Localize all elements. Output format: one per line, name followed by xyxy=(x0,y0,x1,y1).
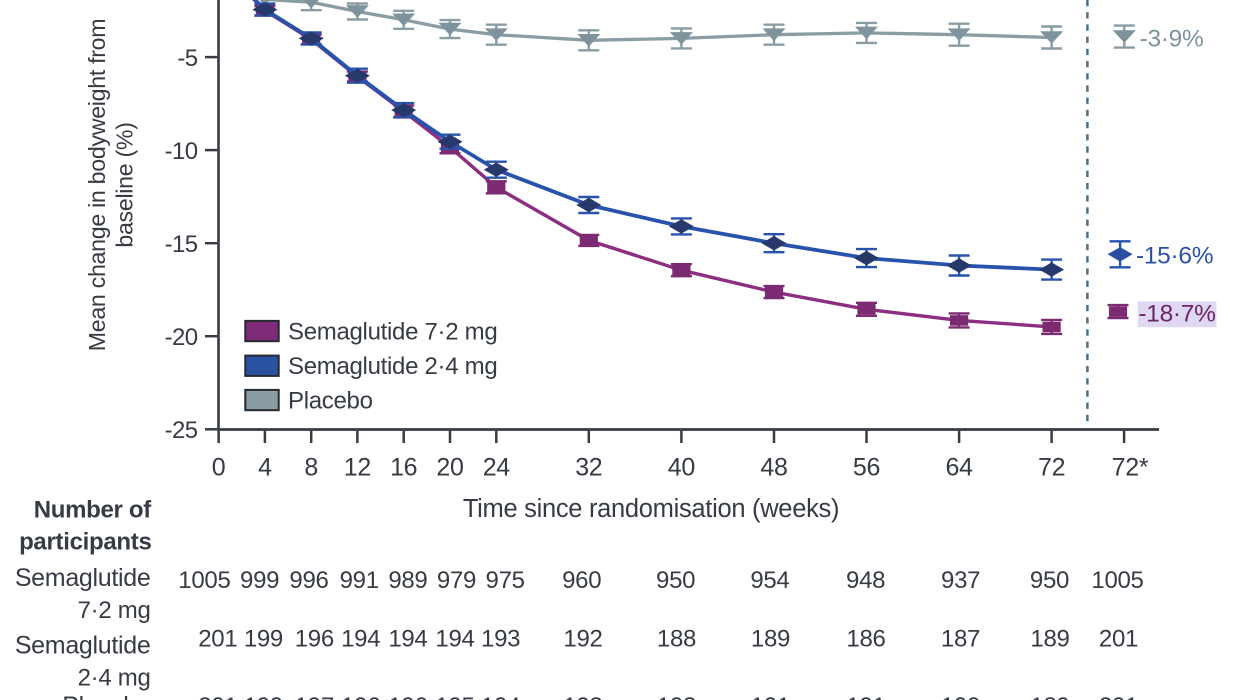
svg-text:72*: 72* xyxy=(1112,454,1149,482)
svg-text:201: 201 xyxy=(198,693,237,700)
svg-text:191: 191 xyxy=(846,693,885,700)
svg-text:186: 186 xyxy=(846,626,885,653)
svg-text:-5: -5 xyxy=(177,45,197,72)
svg-text:1005: 1005 xyxy=(1091,567,1143,594)
svg-text:193: 193 xyxy=(657,693,696,700)
svg-text:2·4 mg: 2·4 mg xyxy=(78,665,151,692)
svg-text:989: 989 xyxy=(388,567,427,594)
svg-text:Time since randomisation (week: Time since randomisation (weeks) xyxy=(463,495,839,523)
svg-text:72: 72 xyxy=(1038,454,1065,482)
svg-text:201: 201 xyxy=(1099,626,1138,653)
svg-text:1005: 1005 xyxy=(178,567,230,594)
svg-text:199: 199 xyxy=(244,626,283,653)
svg-text:24: 24 xyxy=(483,454,511,482)
svg-text:950: 950 xyxy=(1030,567,1069,594)
svg-text:199: 199 xyxy=(244,693,283,700)
svg-text:193: 193 xyxy=(481,626,520,653)
svg-text:56: 56 xyxy=(853,454,880,482)
svg-text:201: 201 xyxy=(1099,693,1138,700)
svg-text:191: 191 xyxy=(751,693,790,700)
svg-text:16: 16 xyxy=(390,454,417,482)
svg-text:48: 48 xyxy=(760,454,787,482)
svg-text:192: 192 xyxy=(563,626,602,653)
svg-text:Semaglutide: Semaglutide xyxy=(15,632,151,660)
svg-text:-20: -20 xyxy=(165,324,198,351)
svg-text:-3·9%: -3·9% xyxy=(1140,26,1204,53)
svg-text:7·2 mg: 7·2 mg xyxy=(78,597,151,624)
svg-text:Semaglutide 2·4 mg: Semaglutide 2·4 mg xyxy=(288,353,497,380)
svg-text:948: 948 xyxy=(846,567,885,594)
svg-text:12: 12 xyxy=(344,454,371,482)
svg-text:960: 960 xyxy=(562,567,601,594)
svg-text:996: 996 xyxy=(289,567,328,594)
svg-text:194: 194 xyxy=(435,626,474,653)
svg-text:196: 196 xyxy=(341,693,380,700)
svg-text:participants: participants xyxy=(19,529,151,556)
svg-text:195: 195 xyxy=(435,693,474,700)
svg-text:189: 189 xyxy=(1030,626,1069,653)
svg-text:197: 197 xyxy=(295,693,334,700)
svg-text:201: 201 xyxy=(198,626,237,653)
svg-text:196: 196 xyxy=(295,626,334,653)
svg-text:189: 189 xyxy=(1030,693,1069,700)
svg-text:Mean change in bodyweight from: Mean change in bodyweight from xyxy=(84,19,110,352)
svg-text:975: 975 xyxy=(486,567,525,594)
svg-text:0: 0 xyxy=(212,454,226,482)
svg-text:194: 194 xyxy=(341,626,380,653)
svg-text:193: 193 xyxy=(563,693,602,700)
svg-text:4: 4 xyxy=(258,454,272,482)
svg-text:32: 32 xyxy=(575,454,602,482)
svg-text:-15·6%: -15·6% xyxy=(1136,242,1213,269)
svg-text:991: 991 xyxy=(340,567,379,594)
svg-text:-15: -15 xyxy=(165,231,198,258)
svg-text:950: 950 xyxy=(656,567,695,594)
svg-text:-10: -10 xyxy=(165,138,198,165)
svg-text:188: 188 xyxy=(657,626,696,653)
svg-text:194: 194 xyxy=(481,693,520,700)
svg-text:194: 194 xyxy=(388,626,427,653)
svg-text:196: 196 xyxy=(388,693,427,700)
svg-text:Number of: Number of xyxy=(34,497,153,524)
svg-text:20: 20 xyxy=(436,454,463,482)
svg-text:999: 999 xyxy=(240,567,279,594)
svg-text:Semaglutide: Semaglutide xyxy=(15,564,151,592)
svg-text:187: 187 xyxy=(941,626,980,653)
svg-text:954: 954 xyxy=(750,567,789,594)
svg-text:Placebo: Placebo xyxy=(288,387,373,414)
svg-text:40: 40 xyxy=(668,454,695,482)
svg-text:64: 64 xyxy=(945,454,973,482)
svg-text:8: 8 xyxy=(304,454,318,482)
svg-text:-18·7%: -18·7% xyxy=(1138,300,1215,327)
svg-text:Placebo: Placebo xyxy=(62,692,150,700)
svg-text:190: 190 xyxy=(941,693,980,700)
svg-text:baseline (%): baseline (%) xyxy=(112,122,138,247)
svg-text:Semaglutide 7·2 mg: Semaglutide 7·2 mg xyxy=(288,318,497,345)
svg-text:-25: -25 xyxy=(165,417,198,444)
svg-text:189: 189 xyxy=(751,626,790,653)
svg-text:979: 979 xyxy=(437,567,476,594)
svg-text:937: 937 xyxy=(941,567,980,594)
